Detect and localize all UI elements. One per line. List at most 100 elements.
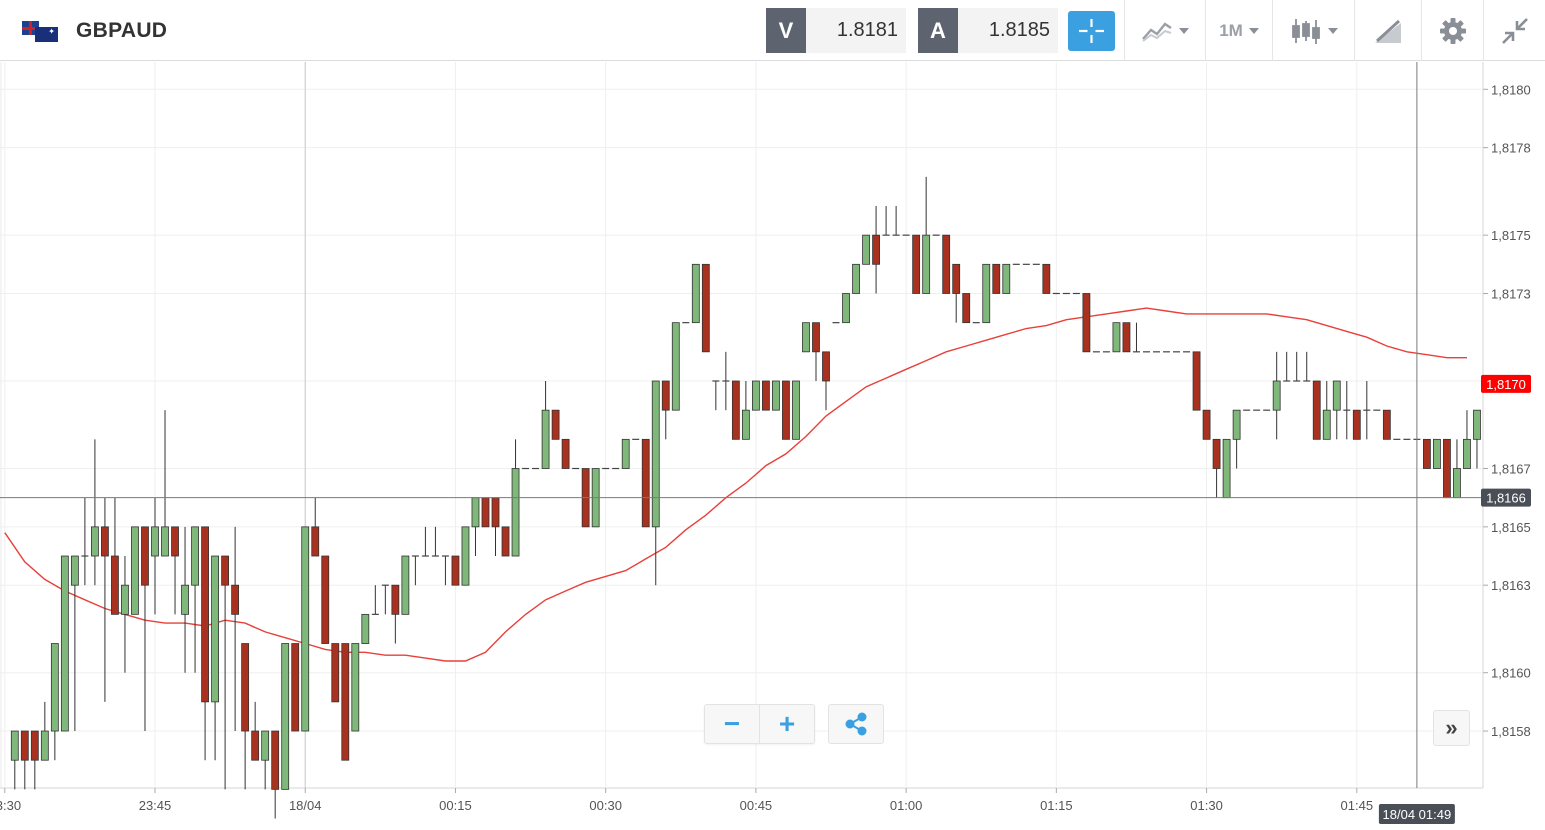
crosshair-time-tag: 18/04 01:49 bbox=[1378, 804, 1455, 824]
candle bbox=[1453, 439, 1461, 499]
chevron-down-icon bbox=[1327, 27, 1338, 34]
candle-body-down bbox=[341, 643, 350, 761]
sell-quote[interactable]: V 1.8181 bbox=[766, 8, 906, 53]
candle bbox=[211, 555, 219, 761]
x-tick-label: 18/04 bbox=[289, 798, 322, 813]
candle bbox=[852, 263, 860, 294]
candle bbox=[441, 555, 449, 586]
x-tick-label: 00:30 bbox=[589, 798, 622, 813]
candle-body-down bbox=[1312, 380, 1321, 440]
candle bbox=[1343, 381, 1351, 440]
settings-button[interactable] bbox=[1421, 0, 1483, 61]
y-tick-label: 1,8175 bbox=[1491, 228, 1531, 243]
scroll-to-latest-button[interactable]: » bbox=[1433, 710, 1470, 746]
crosshair-time-tag-text: 18/04 01:49 bbox=[1383, 807, 1452, 822]
candle-body-down bbox=[111, 555, 119, 615]
candle bbox=[1303, 351, 1311, 382]
candle-body-up bbox=[461, 526, 470, 586]
candle bbox=[1423, 438, 1431, 469]
candle-style-button[interactable] bbox=[1272, 0, 1354, 61]
candle bbox=[772, 380, 780, 411]
candle-body-up bbox=[261, 730, 270, 761]
instrument-header: GBPAUD bbox=[22, 14, 167, 48]
candle-body-down bbox=[551, 409, 560, 440]
candle-body-down bbox=[20, 730, 29, 761]
candle bbox=[131, 526, 139, 615]
collapse-button[interactable] bbox=[1483, 0, 1545, 61]
candle bbox=[812, 322, 820, 381]
candle-body-down bbox=[271, 730, 280, 790]
chevron-down-icon bbox=[1179, 27, 1189, 34]
zoom-out-button[interactable]: − bbox=[723, 708, 741, 739]
candle-body-up bbox=[301, 526, 310, 732]
candle bbox=[1293, 351, 1301, 382]
candle-body-up bbox=[922, 234, 931, 294]
candle-body-down bbox=[1382, 409, 1391, 440]
buy-tag: A bbox=[918, 8, 958, 53]
candle bbox=[1122, 322, 1131, 353]
candle-body-up bbox=[982, 263, 991, 324]
candle-body-down bbox=[221, 555, 230, 586]
candle-body-up bbox=[191, 526, 199, 586]
candle bbox=[1363, 381, 1371, 440]
candle bbox=[341, 643, 350, 761]
candle-body-down bbox=[1082, 293, 1091, 353]
candle bbox=[1473, 409, 1481, 469]
candle-body-down bbox=[291, 643, 300, 732]
candle bbox=[241, 643, 250, 790]
candle bbox=[651, 380, 660, 586]
candle bbox=[762, 380, 770, 411]
crosshair-button[interactable] bbox=[1068, 11, 1115, 51]
chevron-down-icon bbox=[1248, 27, 1259, 34]
candle bbox=[1433, 438, 1441, 469]
crosshair-price-tag: 1,8166 bbox=[1481, 488, 1531, 507]
candle bbox=[50, 643, 59, 761]
candle bbox=[70, 555, 79, 732]
candle bbox=[451, 555, 460, 586]
x-tick-label: 01:15 bbox=[1040, 798, 1073, 813]
candle bbox=[391, 584, 400, 644]
crosshair-price-tag-text: 1,8166 bbox=[1486, 491, 1526, 506]
candle-body-up bbox=[50, 643, 59, 732]
candle-body-down bbox=[661, 380, 670, 411]
y-tick-label: 1,8178 bbox=[1491, 141, 1531, 156]
candle-body-up bbox=[772, 380, 780, 411]
candle-body-up bbox=[1112, 322, 1121, 353]
candle-body-down bbox=[201, 526, 209, 703]
zoom-in-button[interactable]: + bbox=[759, 705, 814, 743]
candle-body-up bbox=[802, 322, 810, 353]
candle bbox=[501, 526, 510, 557]
candle-body-up bbox=[621, 438, 630, 469]
buy-quote[interactable]: A 1.8185 bbox=[918, 8, 1058, 53]
candle-body-down bbox=[30, 730, 39, 761]
candle bbox=[151, 497, 159, 615]
candle bbox=[1272, 351, 1281, 440]
timeframe-selector[interactable]: 1M bbox=[1205, 0, 1272, 61]
candle bbox=[261, 730, 270, 790]
candle-body-up bbox=[361, 613, 370, 644]
ma-value-tag-bg bbox=[1481, 374, 1531, 393]
candle-body-down bbox=[731, 380, 740, 440]
candle bbox=[1232, 409, 1241, 469]
candle-body-down bbox=[251, 730, 260, 761]
candle bbox=[962, 293, 971, 324]
candle bbox=[411, 555, 419, 586]
share-button[interactable] bbox=[828, 704, 884, 744]
candle bbox=[671, 322, 680, 411]
candle bbox=[1202, 409, 1211, 440]
candle-body-up bbox=[691, 263, 700, 324]
candle bbox=[992, 263, 1001, 294]
candle-body-down bbox=[992, 263, 1001, 294]
candle-body-down bbox=[1352, 409, 1361, 440]
candle-body-down bbox=[481, 497, 490, 528]
drawing-tools-button[interactable] bbox=[1354, 0, 1421, 61]
candle bbox=[1082, 293, 1091, 353]
chart-type-button[interactable] bbox=[1124, 0, 1205, 61]
candle bbox=[872, 205, 880, 294]
candle bbox=[1382, 409, 1391, 440]
candle bbox=[321, 555, 330, 644]
candle bbox=[361, 613, 370, 644]
line-chart-type-icon bbox=[1142, 21, 1172, 42]
